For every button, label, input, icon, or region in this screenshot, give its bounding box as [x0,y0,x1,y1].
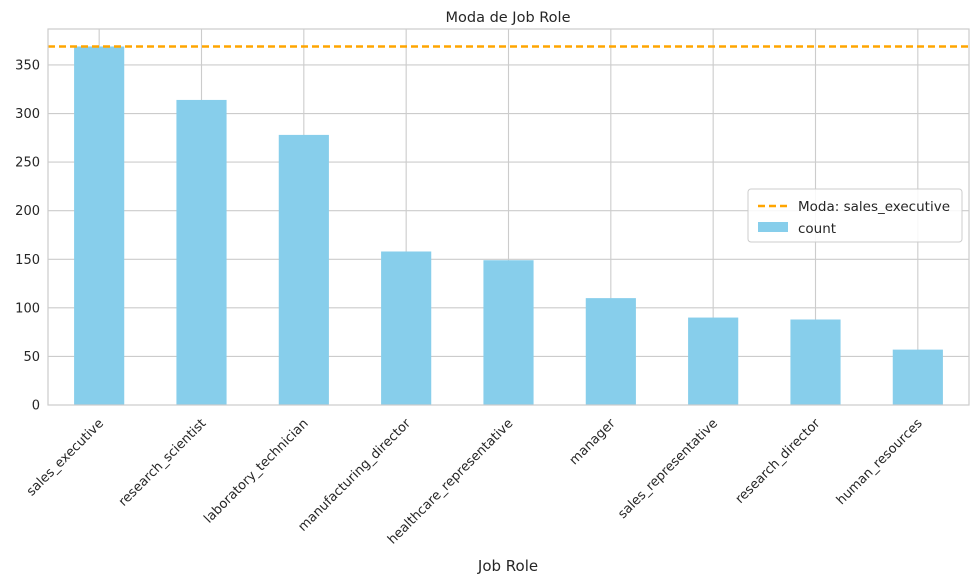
bar-sales_executive [74,46,125,405]
legend-box [747,188,963,243]
legend: Moda: sales_executive count [747,188,963,243]
bar-research_director [790,319,841,405]
y-tick-labels: 0 50 100 150 200 250 300 350 [15,58,40,413]
bar-laboratory_technician [278,134,329,406]
chart-title: Moda de Job Role [445,10,570,26]
y-tick-label: 150 [15,253,40,268]
y-tick-label: 100 [15,301,40,316]
bar-healthcare_representative [483,260,534,405]
y-tick-label: 350 [15,58,40,73]
y-tick-label: 200 [15,204,40,219]
bar-research_scientist [176,99,227,406]
bar-manufacturing_director [381,251,432,405]
legend-reference-label: Moda: sales_executive [798,199,950,215]
y-tick-label: 50 [23,350,40,365]
bar-sales_representative [688,317,739,405]
y-tick-label: 300 [15,107,40,122]
legend-count-label: count [798,221,836,237]
bar-manager [585,298,636,405]
bar-human_resources [892,349,943,405]
plot-frame [47,28,970,406]
bars [74,46,943,406]
legend-count-swatch [758,222,788,232]
y-tick-label: 250 [15,156,40,171]
y-tick-label: 0 [32,399,40,414]
x-axis-label: Job Role [477,557,538,575]
